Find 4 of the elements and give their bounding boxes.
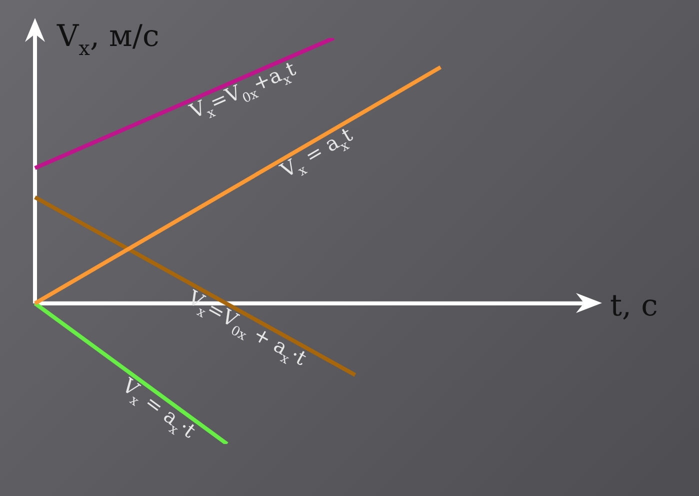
text: Vx=V0x + ax·t [183, 284, 311, 370]
text: Vx=V0x+axt [185, 56, 300, 124]
x-axis-title: t, с [610, 288, 658, 324]
text: Vx = ax·t [116, 372, 200, 443]
